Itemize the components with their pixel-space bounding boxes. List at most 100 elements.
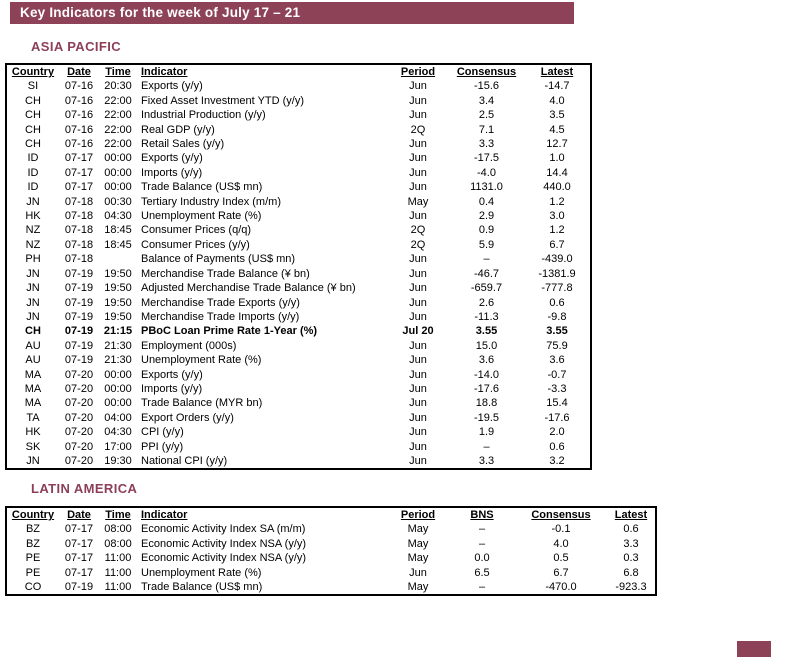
table-cell: Fixed Asset Investment YTD (y/y) [141,94,305,107]
table-cell: Jun [409,267,427,280]
table-cell: TA [26,411,40,424]
table-cell: Unemployment Rate (%) [141,210,262,223]
table-cell: 07-19 [64,310,94,323]
table-cell: 3.4 [478,94,495,107]
table-row: MA 07-20 00:00 Imports (y/y) Jun -17.6 -3.3 [7,382,590,396]
table-row: BZ 07-17 08:00 Economic Activity Index SA (… [7,522,655,536]
table-cell: JN [26,296,40,309]
table-cell: Unemployment Rate (%) [141,566,262,579]
table-cell: Jun [409,426,427,439]
table-cell: 12.7 [546,138,568,151]
table-row: NZ 07-18 18:45 Consumer Prices (y/y) 2Q 5.9 6.… [7,238,590,252]
table-cell: -9.8 [547,310,567,323]
table-cell: 2.6 [478,296,495,309]
table-cell: 19:30 [104,454,132,467]
table-cell: 1.9 [478,426,495,439]
table-cell: HK [25,210,41,223]
table-cell: 07-19 [64,296,94,309]
table-cell: 1.2 [549,224,565,237]
table-header-row: Country Date Time Indicator Period Consensus L… [7,65,590,79]
table-cell: PPI (y/y) [141,440,184,453]
table-cell: 11:00 [104,552,132,565]
table-cell: 6.8 [623,566,639,579]
column-header: BNS [470,509,494,521]
table-cell: 6.7 [549,238,565,251]
column-header: Latest [614,509,648,521]
table-cell: -659.7 [470,282,503,295]
table-cell: 4.5 [549,123,565,136]
table-row: CH 07-16 22:00 Real GDP (y/y) 2Q 7.1 4.5 [7,123,590,137]
table-cell: 07-17 [64,152,94,165]
table-cell: 11:00 [104,581,132,594]
table-cell: Jun [409,368,427,381]
table-cell: -17.5 [473,152,500,165]
table-cell: 07-20 [64,368,94,381]
indicator-table: Country Date Time Indicator Period BNS Consens… [7,508,655,594]
table-cell: -17.6 [473,382,500,395]
table-cell: Trade Balance (US$ mn) [141,581,263,594]
table-cell: SI [27,80,39,93]
section-header-asia-pacific: ASIA PACIFIC [8,33,634,61]
table-cell: JN [26,267,40,280]
table-cell: 07-16 [64,138,94,151]
table-cell: 6.5 [474,566,490,579]
column-header: Period [400,509,436,521]
column-header: Country [11,509,55,521]
table-row: ID 07-17 00:00 Imports (y/y) Jun -4.0 14.4 [7,166,590,180]
table-cell: 07-19 [64,339,94,352]
table-cell: SK [25,440,41,453]
table-cell: 04:30 [104,426,132,439]
table-cell: 07-17 [64,566,94,579]
table-row: JN 07-18 00:30 Tertiary Industry Index (m/m… [7,195,590,209]
table-cell: 07-17 [64,552,94,565]
table-cell: AU [25,354,41,367]
table-cell: CH [25,138,41,151]
table-cell: -11.3 [474,310,499,323]
table-cell: 0.4 [478,195,495,208]
table-cell: Jun [409,397,427,410]
table-row: CH 07-19 21:15 PBoC Loan Prime Rate 1-Year … [7,324,590,338]
table-cell: 07-19 [64,282,94,295]
table-cell: 07-18 [64,238,94,251]
table-cell: 17:00 [104,440,132,453]
table-cell: 4.0 [553,537,569,550]
table-cell: NZ [25,224,41,237]
column-header: Indicator [141,509,188,521]
table-cell: -439.0 [541,253,573,266]
table-cell: -777.8 [541,282,573,295]
table-cell: Merchandise Trade Imports (y/y) [141,310,300,323]
table-cell: 07-17 [64,181,94,194]
column-header: Consensus [531,509,591,521]
table-cell: 15.4 [546,397,568,410]
table-cell: JN [26,195,40,208]
table-cell: 22:00 [104,138,132,151]
section-label-asia-pacific: ASIA PACIFIC [31,39,122,54]
table-cell: Employment (000s) [141,339,237,352]
title-bar: Key Indicators for the week of July 17 –… [10,2,574,24]
column-header: Period [400,66,436,78]
table-cell: 2Q [410,123,426,136]
table-cell: 22:00 [104,123,132,136]
table-cell: 07-16 [64,123,94,136]
table-cell: 04:30 [104,210,132,223]
table-row: PE 07-17 11:00 Economic Activity Index NSA … [7,551,655,565]
table-cell: Jun [409,310,427,323]
table-cell: 22:00 [104,94,132,107]
table-cell: 21:15 [103,325,133,338]
table-cell: Merchandise Trade Balance (¥ bn) [141,267,310,280]
table-cell: Unemployment Rate (%) [141,354,262,367]
table-cell: Economic Activity Index NSA (y/y) [141,552,307,565]
table-cell: CO [24,581,42,594]
table-cell: 07-16 [64,80,94,93]
table-cell: 07-20 [64,411,94,424]
section-label-latin-america: LATIN AMERICA [31,481,138,496]
table-cell: 3.0 [549,210,565,223]
table-cell: – [478,523,486,536]
table-cell: – [483,253,490,266]
table-cell: 3.5 [549,109,565,122]
table-cell: 07-19 [64,325,94,338]
table-cell: 08:00 [104,537,132,550]
table-cell: 2.0 [549,426,565,439]
table-cell: -470.0 [545,581,577,594]
